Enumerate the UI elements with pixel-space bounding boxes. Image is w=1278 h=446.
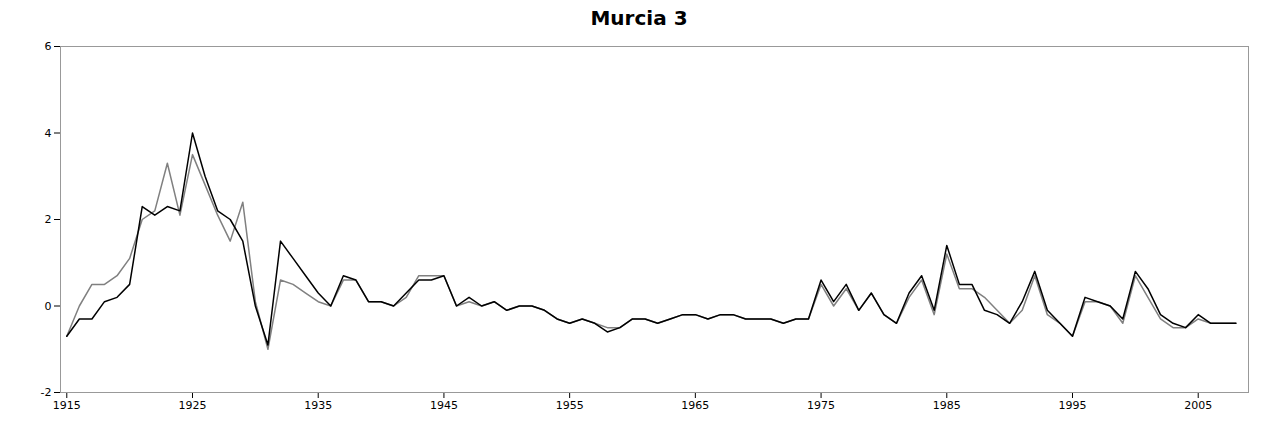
svg-text:4: 4 xyxy=(45,127,52,140)
html-text:Murcia 3: Murcia 3 xyxy=(590,6,688,30)
svg-text:6: 6 xyxy=(45,40,52,53)
svg-text:1965: 1965 xyxy=(681,399,709,412)
svg-text:0: 0 xyxy=(45,300,52,313)
svg-text:2: 2 xyxy=(45,213,52,226)
svg-text:1985: 1985 xyxy=(933,399,961,412)
svg-text:1935: 1935 xyxy=(304,399,332,412)
svg-text:1945: 1945 xyxy=(430,399,458,412)
svg-text:1975: 1975 xyxy=(807,399,835,412)
svg-text:1955: 1955 xyxy=(556,399,584,412)
svg-text:1995: 1995 xyxy=(1059,399,1087,412)
svg-text:1915: 1915 xyxy=(53,399,81,412)
svg-text:-2: -2 xyxy=(41,386,52,399)
svg-text:1925: 1925 xyxy=(179,399,207,412)
svg-text:2005: 2005 xyxy=(1184,399,1212,412)
